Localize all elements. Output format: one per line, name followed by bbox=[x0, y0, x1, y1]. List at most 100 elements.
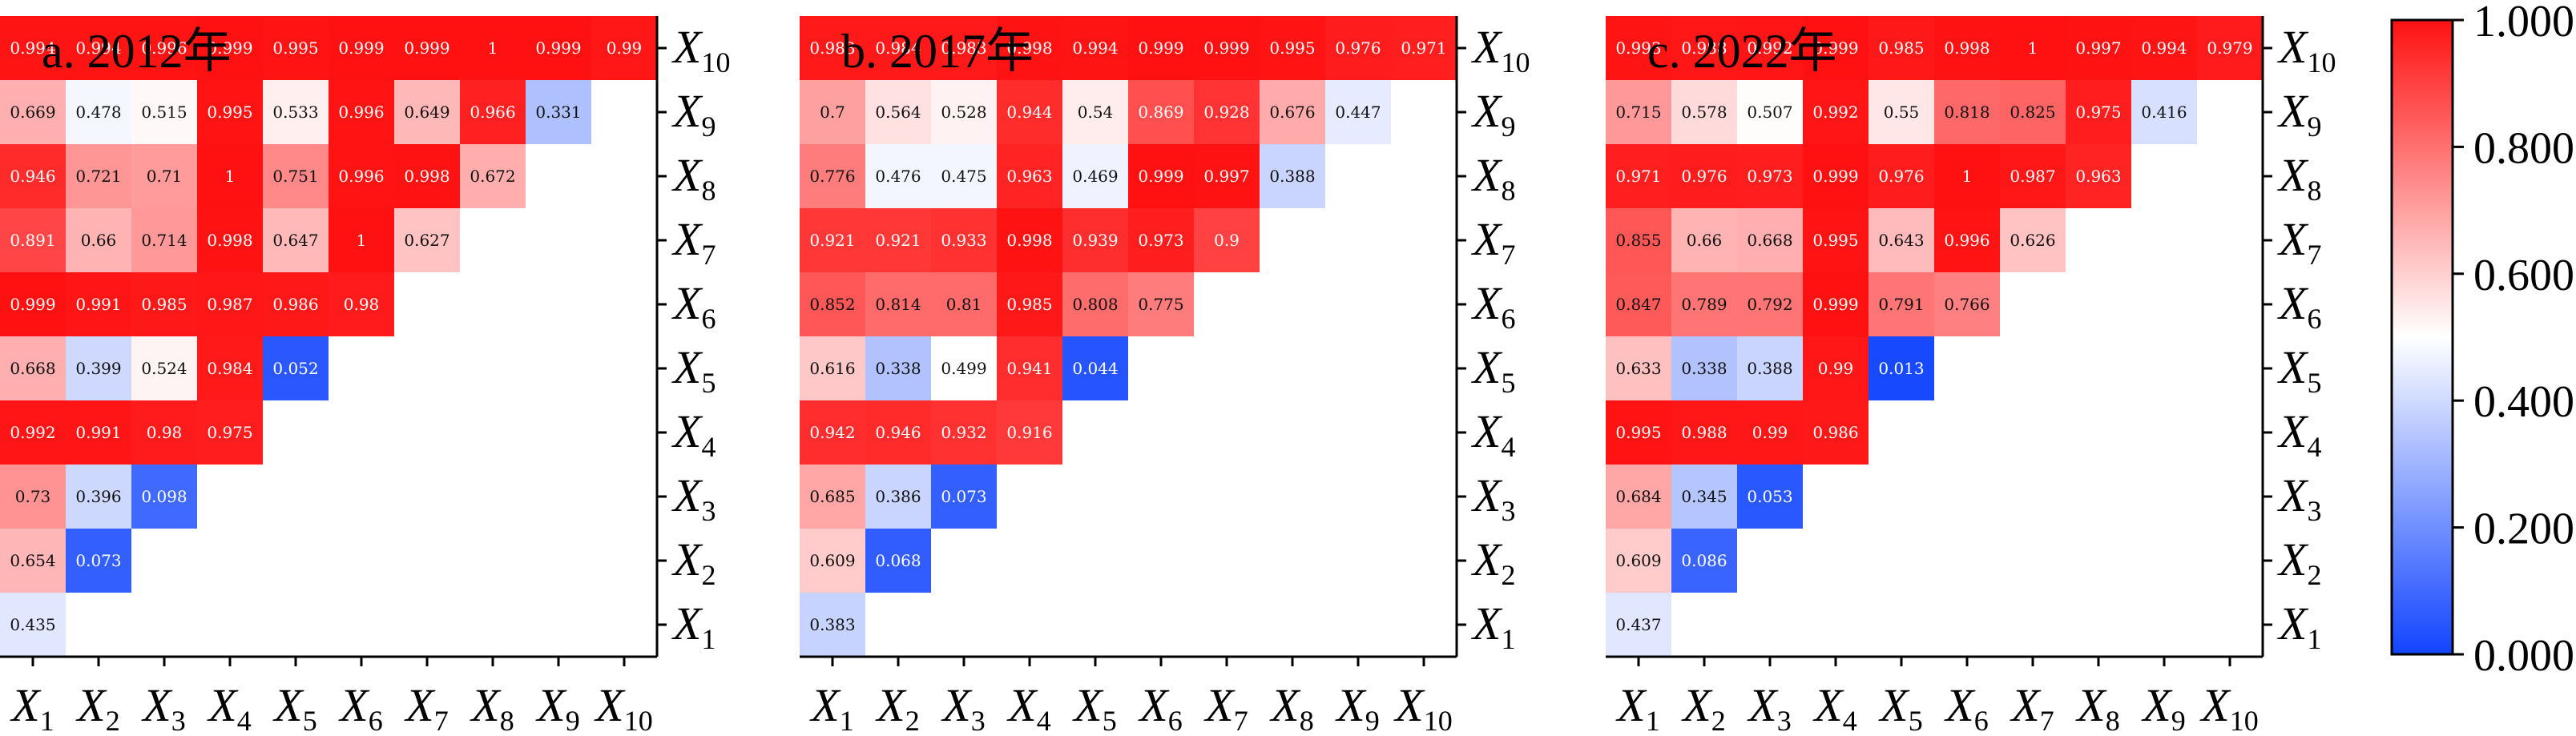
heatmap-cell bbox=[1606, 208, 1671, 272]
cell-value-label: 0.999 bbox=[207, 38, 252, 58]
cell-value-label: 0.984 bbox=[207, 359, 252, 378]
heatmap-cell bbox=[197, 144, 263, 208]
cell-value-label: 0.994 bbox=[1072, 38, 1118, 58]
cell-value-label: 0.73 bbox=[15, 487, 51, 506]
bottom-axis-tick-label: X6 bbox=[338, 679, 382, 732]
heatmap-cell bbox=[1391, 16, 1457, 80]
cell-value-label: 0.507 bbox=[1747, 103, 1792, 122]
heatmap-cell bbox=[865, 208, 931, 272]
cell-value-label: 0.808 bbox=[1072, 295, 1118, 314]
cell-value-label: 0.946 bbox=[875, 423, 921, 442]
heatmap-cell bbox=[2066, 144, 2131, 208]
right-axis-tick-label: X2 bbox=[2277, 533, 2321, 591]
heatmap-cell bbox=[1737, 208, 1803, 272]
cell-value-label: 0.81 bbox=[946, 295, 982, 314]
heatmap-cell bbox=[591, 16, 657, 80]
cell-value-label: 0.669 bbox=[10, 103, 55, 122]
right-axis-tick-label: X6 bbox=[671, 277, 716, 335]
heatmap-cell bbox=[931, 272, 997, 336]
cell-value-label: 0.986 bbox=[272, 295, 318, 314]
bottom-axis-tick-label: X3 bbox=[1747, 679, 1791, 732]
cell-value-label: 0.992 bbox=[1812, 103, 1858, 122]
heatmap-cell bbox=[865, 80, 931, 144]
heatmap-cell bbox=[131, 400, 197, 465]
heatmap-cell bbox=[997, 272, 1062, 336]
cell-value-label: 0.946 bbox=[10, 167, 55, 186]
cell-value-label: 0.528 bbox=[941, 103, 986, 122]
heatmap-cell bbox=[329, 208, 394, 272]
heatmap-cell bbox=[1062, 16, 1128, 80]
heatmap-cell bbox=[931, 80, 997, 144]
heatmap-panel-2: 0.383 0.609 0.068 0.685 0.386 0.073 0.942 0.946… bbox=[800, 16, 1530, 736]
heatmap-cell bbox=[1737, 80, 1803, 144]
heatmap-cell bbox=[0, 400, 66, 465]
heatmap-cell bbox=[1606, 80, 1671, 144]
cell-value-label: 0.933 bbox=[941, 231, 986, 250]
heatmap-cell bbox=[131, 208, 197, 272]
cell-value-label: 0.995 bbox=[207, 103, 252, 122]
heatmap-cell bbox=[329, 80, 394, 144]
cell-value-label: 0.789 bbox=[1681, 295, 1727, 314]
heatmap-cell bbox=[263, 16, 329, 80]
heatmap-cell bbox=[197, 208, 263, 272]
heatmap-cell bbox=[800, 208, 865, 272]
heatmap-cell bbox=[2066, 80, 2131, 144]
cell-value-label: 0.66 bbox=[1687, 231, 1723, 250]
heatmap-cell bbox=[1671, 272, 1737, 336]
heatmap-cell bbox=[1803, 400, 1869, 465]
cell-value-label: 0.386 bbox=[875, 487, 921, 506]
cell-value-label: 0.976 bbox=[1878, 167, 1924, 186]
heatmap-cell bbox=[394, 16, 460, 80]
panel-title: c. 2022年 bbox=[1647, 25, 1837, 78]
cell-value-label: 0.995 bbox=[1615, 423, 1661, 442]
cell-value-label: 0.388 bbox=[1269, 167, 1315, 186]
heatmap-cell bbox=[931, 208, 997, 272]
heatmap-cell bbox=[1671, 144, 1737, 208]
cell-value-label: 0.814 bbox=[875, 295, 921, 314]
bottom-axis-tick-label: X7 bbox=[2010, 679, 2054, 732]
heatmap-cell bbox=[1194, 80, 1260, 144]
cell-value-label: 0.971 bbox=[1615, 167, 1661, 186]
right-axis-tick-label: X7 bbox=[2277, 213, 2321, 271]
heatmap-cell bbox=[460, 16, 526, 80]
cell-value-label: 0.99 bbox=[1818, 359, 1854, 378]
cell-value-label: 0.998 bbox=[1006, 38, 1052, 58]
heatmap-cell bbox=[0, 272, 66, 336]
bottom-axis-tick-label: X1 bbox=[10, 679, 54, 732]
cell-value-label: 0.714 bbox=[141, 231, 187, 250]
right-axis-tick-label: X5 bbox=[1471, 341, 1515, 399]
cell-value-label: 0.997 bbox=[2075, 38, 2121, 58]
heatmap-cell bbox=[2131, 80, 2197, 144]
right-axis-tick-label: X6 bbox=[2277, 277, 2321, 335]
cell-value-label: 0.991 bbox=[75, 423, 121, 442]
cell-value-label: 0.388 bbox=[1747, 359, 1792, 378]
cell-value-label: 0.396 bbox=[75, 487, 121, 506]
heatmap-cell bbox=[1128, 144, 1194, 208]
heatmap-cell bbox=[526, 16, 591, 80]
heatmap-cell bbox=[865, 400, 931, 465]
heatmap-cell bbox=[0, 593, 66, 657]
heatmap-cell bbox=[394, 208, 460, 272]
cell-value-label: 0.988 bbox=[1681, 423, 1727, 442]
heatmap-panel-3: 0.437 0.609 0.086 0.684 0.345 0.053 0.995 0.988… bbox=[1606, 16, 2336, 736]
cell-value-label: 0.609 bbox=[809, 551, 855, 570]
heatmap-cell bbox=[1671, 465, 1737, 529]
cell-value-label: 0.983 bbox=[809, 38, 855, 58]
heatmap-cell bbox=[1062, 80, 1128, 144]
heatmap-cell bbox=[1934, 16, 2000, 80]
cell-value-label: 0.478 bbox=[75, 103, 121, 122]
right-axis-tick-label: X3 bbox=[2277, 469, 2321, 527]
heatmap-cell bbox=[1606, 16, 1671, 80]
cell-value-label: 0.416 bbox=[2141, 103, 2187, 122]
right-axis-tick-label: X6 bbox=[1471, 277, 1515, 335]
cell-value-label: 0.997 bbox=[1203, 167, 1249, 186]
cell-value-label: 0.988 bbox=[1681, 38, 1727, 58]
bottom-axis-tick-label: X4 bbox=[1006, 679, 1050, 732]
cell-value-label: 0.921 bbox=[875, 231, 921, 250]
cell-value-label: 0.941 bbox=[1006, 359, 1052, 378]
bottom-axis-tick-label: X10 bbox=[1393, 679, 1452, 732]
heatmap-cell bbox=[263, 272, 329, 336]
bottom-axis-tick-label: X4 bbox=[207, 679, 251, 732]
